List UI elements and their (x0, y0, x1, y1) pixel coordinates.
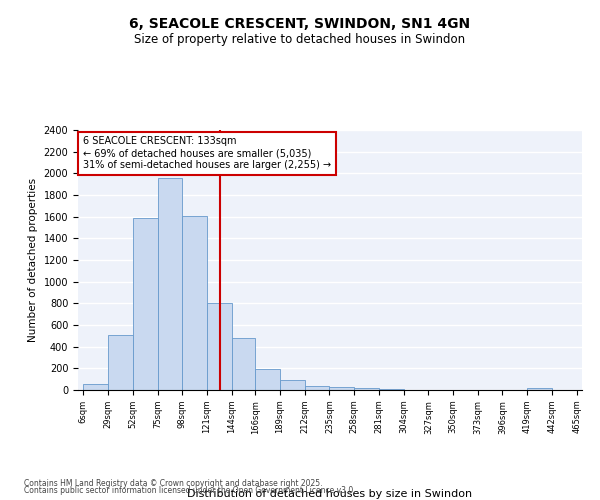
Bar (108, 335, 133, 390)
Bar (527, 388, 552, 390)
Bar (182, 216, 207, 390)
Text: 6, SEACOLE CRESCENT, SWINDON, SN1 4GN: 6, SEACOLE CRESCENT, SWINDON, SN1 4GN (130, 18, 470, 32)
Bar (280, 380, 305, 390)
Bar (305, 386, 329, 390)
Text: Contains public sector information licensed under the Open Government Licence v3: Contains public sector information licen… (24, 486, 356, 495)
Bar (329, 388, 354, 390)
Text: 6 SEACOLE CRESCENT: 133sqm
← 69% of detached houses are smaller (5,035)
31% of s: 6 SEACOLE CRESCENT: 133sqm ← 69% of deta… (83, 136, 331, 170)
Bar (232, 338, 256, 390)
Text: Contains HM Land Registry data © Crown copyright and database right 2025.: Contains HM Land Registry data © Crown c… (24, 478, 323, 488)
Y-axis label: Number of detached properties: Number of detached properties (28, 178, 38, 342)
Bar (354, 388, 379, 390)
Bar (83, 384, 108, 390)
Text: Size of property relative to detached houses in Swindon: Size of property relative to detached ho… (134, 32, 466, 46)
Bar (379, 389, 404, 390)
Bar (133, 218, 158, 390)
Bar (207, 304, 232, 390)
X-axis label: Distribution of detached houses by size in Swindon: Distribution of detached houses by size … (187, 490, 473, 500)
Bar (158, 178, 182, 390)
Bar (256, 369, 280, 390)
